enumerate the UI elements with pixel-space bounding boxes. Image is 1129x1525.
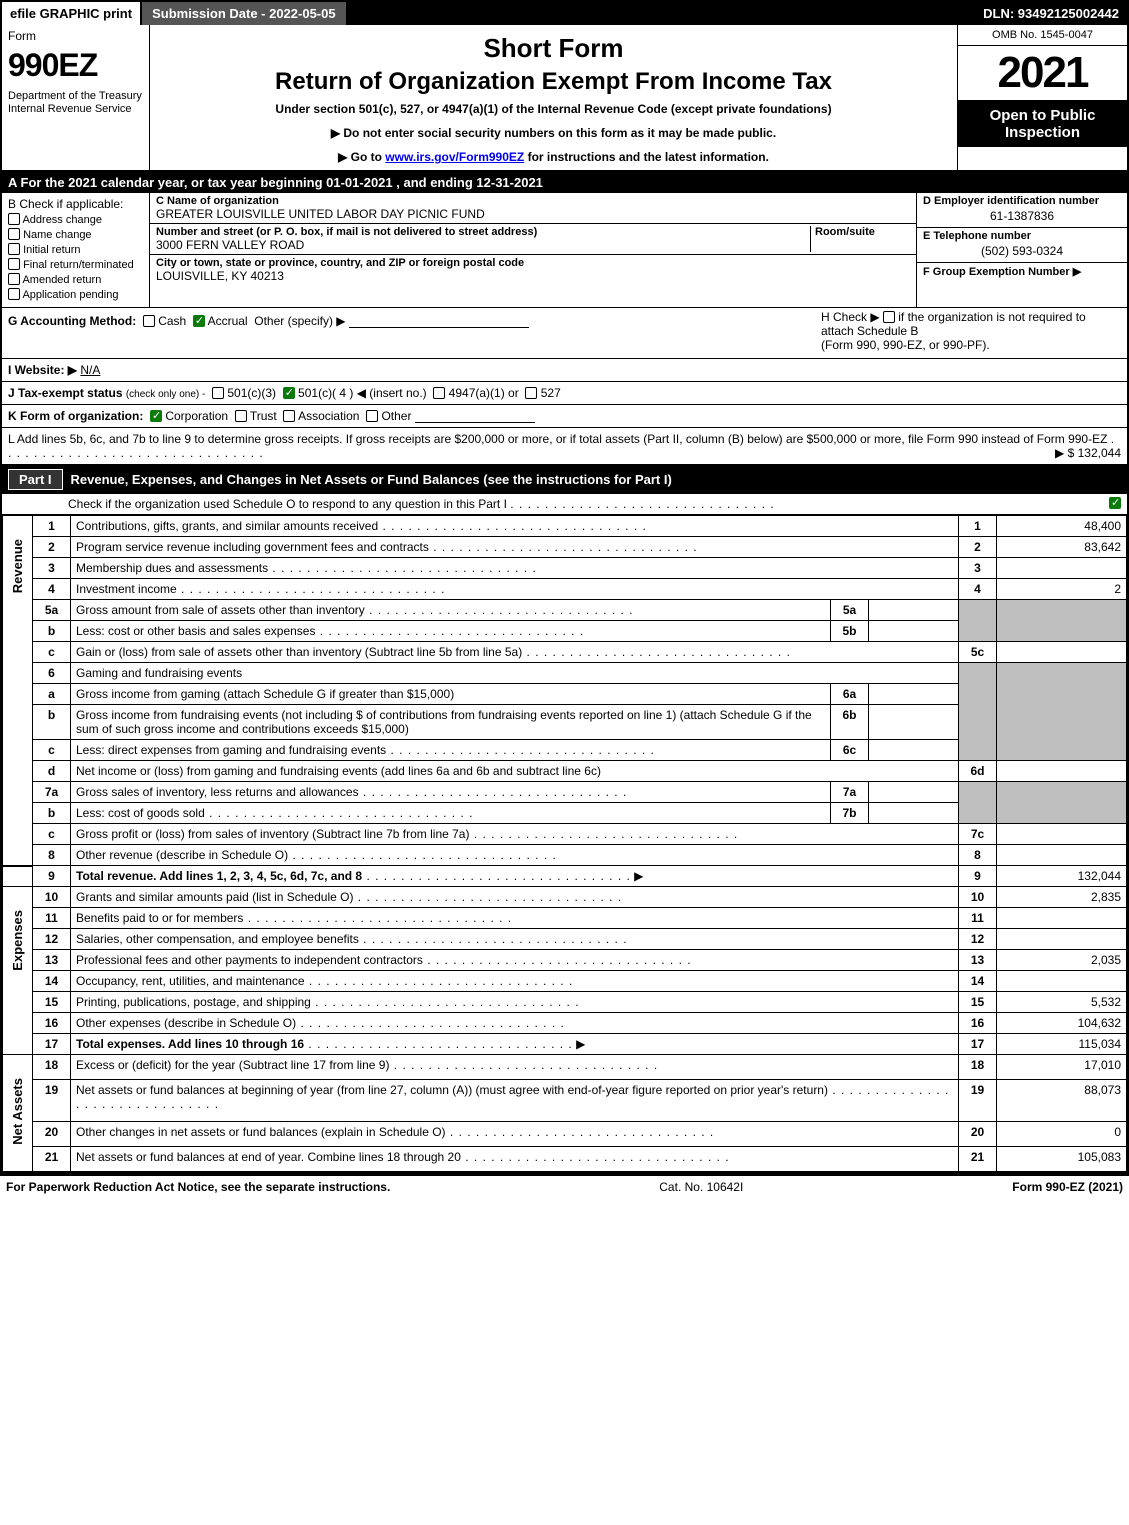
phone-value: (502) 593-0324 <box>923 242 1121 260</box>
irs-link[interactable]: www.irs.gov/Form990EZ <box>385 150 524 164</box>
form-header: Form 990EZ Department of the Treasury In… <box>2 25 1127 172</box>
top-bar: efile GRAPHIC print Submission Date - 20… <box>2 2 1127 25</box>
header-center: Short Form Return of Organization Exempt… <box>150 25 957 170</box>
chk-application-pending[interactable]: Application pending <box>8 288 143 301</box>
chk-part1-schedule-o[interactable] <box>1109 497 1121 509</box>
h-text2: (Form 990, 990-EZ, or 990-PF). <box>821 338 990 352</box>
part-1-schedule-o-note: Check if the organization used Schedule … <box>2 494 1127 515</box>
chk-accrual[interactable] <box>193 315 205 327</box>
org-name-cell: C Name of organization GREATER LOUISVILL… <box>150 193 916 224</box>
chk-association[interactable] <box>283 410 295 422</box>
row-g-accounting: H Check ▶ if the organization is not req… <box>2 308 1127 359</box>
col-c-org-info: C Name of organization GREATER LOUISVILL… <box>150 193 917 307</box>
header-left: Form 990EZ Department of the Treasury In… <box>2 25 150 170</box>
ein-value: 61-1387836 <box>923 207 1121 225</box>
part-1-header: Part I Revenue, Expenses, and Changes in… <box>2 465 1127 494</box>
part-1-tag: Part I <box>8 469 63 490</box>
chk-501c3[interactable] <box>212 387 224 399</box>
c-name-label: C Name of organization <box>156 195 279 207</box>
short-form-title: Short Form <box>158 33 949 64</box>
org-name: GREATER LOUISVILLE UNITED LABOR DAY PICN… <box>156 207 485 221</box>
efile-print-label: efile GRAPHIC print <box>2 2 142 25</box>
website-value: N/A <box>80 363 100 377</box>
chk-name-change[interactable]: Name change <box>8 228 143 241</box>
chk-corporation[interactable] <box>150 410 162 422</box>
e-phone: E Telephone number (502) 593-0324 <box>917 228 1127 263</box>
dln-number: DLN: 93492125002442 <box>348 2 1127 25</box>
col-d-e-f: D Employer identification number 61-1387… <box>917 193 1127 307</box>
page-footer: For Paperwork Reduction Act Notice, see … <box>0 1174 1129 1198</box>
form-990ez-document: efile GRAPHIC print Submission Date - 20… <box>0 0 1129 1174</box>
chk-trust[interactable] <box>235 410 247 422</box>
footer-form-ref: Form 990-EZ (2021) <box>1012 1180 1123 1194</box>
footer-cat-no: Cat. No. 10642I <box>390 1180 1012 1194</box>
chk-amended-return[interactable]: Amended return <box>8 273 143 286</box>
form-title: Return of Organization Exempt From Incom… <box>158 68 949 96</box>
footer-left: For Paperwork Reduction Act Notice, see … <box>6 1180 390 1194</box>
j-label: J Tax-exempt status <box>8 386 123 400</box>
submission-date: Submission Date - 2022-05-05 <box>142 2 348 25</box>
row-l-gross-receipts: L Add lines 5b, 6c, and 7b to line 9 to … <box>2 428 1127 465</box>
b-label: B Check if applicable: <box>8 197 143 211</box>
chk-501c[interactable] <box>283 387 295 399</box>
chk-final-return[interactable]: Final return/terminated <box>8 258 143 271</box>
part-1-table: Revenue 1 Contributions, gifts, grants, … <box>2 515 1127 1172</box>
header-right: OMB No. 1545-0047 2021 Open to Public In… <box>957 25 1127 170</box>
public-inspection-badge: Open to Public Inspection <box>958 100 1127 147</box>
f-group-exemption: F Group Exemption Number ▶ <box>917 263 1127 280</box>
other-specify-blank <box>349 314 529 328</box>
street-label: Number and street (or P. O. box, if mail… <box>156 226 537 238</box>
note2-post: for instructions and the latest informat… <box>524 150 769 164</box>
ssn-warning: ▶ Do not enter social security numbers o… <box>158 126 949 140</box>
city-label: City or town, state or province, country… <box>156 257 524 269</box>
net-assets-tab: Net Assets <box>3 1055 33 1172</box>
city-cell: City or town, state or province, country… <box>150 255 916 285</box>
omb-number: OMB No. 1545-0047 <box>958 25 1127 46</box>
j-small: (check only one) - <box>126 389 205 400</box>
department-label: Department of the Treasury Internal Reve… <box>8 90 143 116</box>
g-other: Other (specify) ▶ <box>254 314 345 328</box>
chk-other-org[interactable] <box>366 410 378 422</box>
room-label: Room/suite <box>815 226 875 238</box>
chk-address-change[interactable]: Address change <box>8 213 143 226</box>
street-cell: Number and street (or P. O. box, if mail… <box>150 224 916 255</box>
chk-h-schedule-b[interactable] <box>883 311 895 323</box>
g-cash: Cash <box>158 314 186 328</box>
city-value: LOUISVILLE, KY 40213 <box>156 269 284 283</box>
part-1-title: Revenue, Expenses, and Changes in Net As… <box>71 472 672 487</box>
row-a-period: A For the 2021 calendar year, or tax yea… <box>2 172 1127 193</box>
tax-year: 2021 <box>958 46 1127 100</box>
chk-initial-return[interactable]: Initial return <box>8 243 143 256</box>
e-label: E Telephone number <box>923 230 1031 242</box>
row-h: H Check ▶ if the organization is not req… <box>821 310 1121 352</box>
d-ein: D Employer identification number 61-1387… <box>917 193 1127 228</box>
chk-527[interactable] <box>525 387 537 399</box>
row-i-website: I Website: ▶ N/A <box>2 359 1127 382</box>
row-k-org-type: K Form of organization: Corporation Trus… <box>2 405 1127 428</box>
f-label: F Group Exemption Number ▶ <box>923 266 1081 278</box>
instructions-link-row: ▶ Go to www.irs.gov/Form990EZ for instru… <box>158 150 949 164</box>
street-value: 3000 FERN VALLEY ROAD <box>156 238 304 252</box>
h-pre: H Check ▶ <box>821 310 880 324</box>
chk-4947a1[interactable] <box>433 387 445 399</box>
section-b-through-f: B Check if applicable: Address change Na… <box>2 193 1127 308</box>
other-org-blank <box>415 409 535 423</box>
note2-pre: ▶ Go to <box>338 150 385 164</box>
form-word: Form <box>8 29 143 43</box>
revenue-tab: Revenue <box>3 516 33 866</box>
form-subtitle: Under section 501(c), 527, or 4947(a)(1)… <box>158 102 949 116</box>
g-label: G Accounting Method: <box>8 314 136 328</box>
chk-cash[interactable] <box>143 315 155 327</box>
col-b-checkboxes: B Check if applicable: Address change Na… <box>2 193 150 307</box>
d-label: D Employer identification number <box>923 195 1099 207</box>
l-text: L Add lines 5b, 6c, and 7b to line 9 to … <box>8 432 1107 446</box>
l-amount: ▶ $ 132,044 <box>1055 446 1121 460</box>
g-accrual: Accrual <box>208 314 248 328</box>
i-label: I Website: ▶ <box>8 363 77 377</box>
row-j-tax-status: J Tax-exempt status (check only one) - 5… <box>2 382 1127 405</box>
part1-sub: Check if the organization used Schedule … <box>68 497 507 511</box>
expenses-tab: Expenses <box>3 887 33 1055</box>
k-label: K Form of organization: <box>8 409 143 423</box>
form-number: 990EZ <box>8 47 143 84</box>
